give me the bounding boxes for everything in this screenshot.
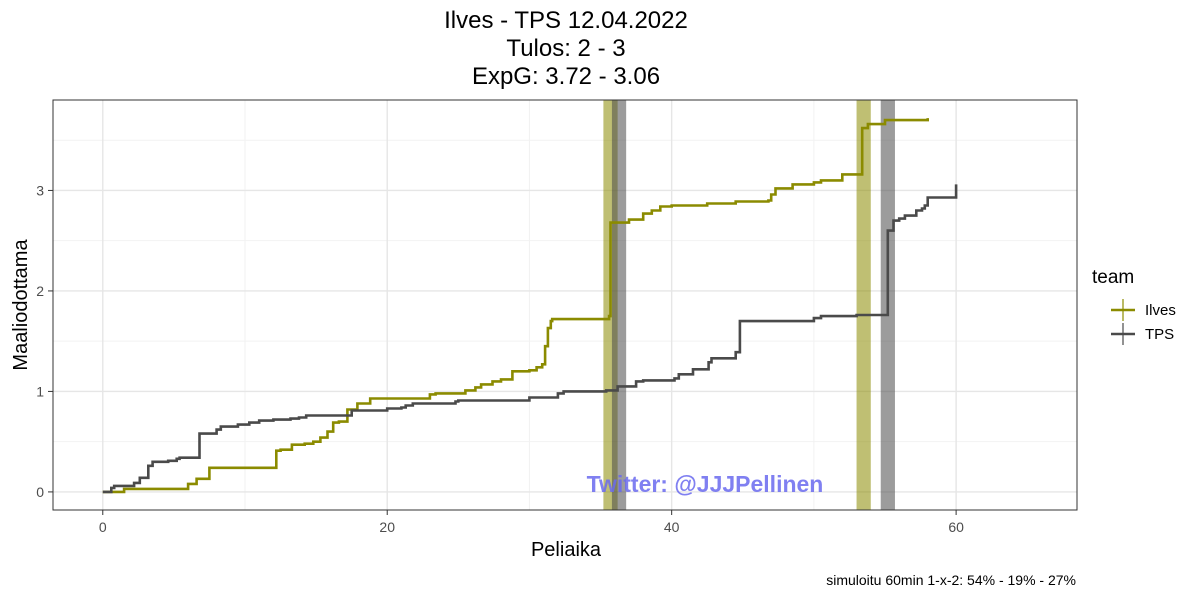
- legend-label-ilves: Ilves: [1145, 302, 1176, 319]
- series-lines: [102, 118, 958, 494]
- grid-minor: [53, 100, 1077, 510]
- y-tick-label: 0: [36, 484, 44, 500]
- watermark: Twitter: @JJJPellinen: [587, 471, 824, 497]
- x-tick-label: 60: [948, 519, 964, 535]
- goal-band-ilves: [856, 100, 871, 510]
- chart-title-line-3: ExpG: 3.72 - 3.06: [472, 63, 660, 90]
- goal-band-tps: [611, 100, 627, 510]
- legend-label-tps: TPS: [1145, 326, 1174, 343]
- x-tick-label: 0: [99, 519, 107, 535]
- legend-title: team: [1092, 267, 1134, 288]
- y-tick-label: 1: [36, 383, 44, 399]
- x-axis-ticks: 0 20 40 60: [99, 510, 964, 535]
- y-axis-ticks: 0 1 2 3: [36, 182, 53, 500]
- caption: simuloitu 60min 1-x-2: 54% - 19% - 27%: [826, 572, 1076, 588]
- y-tick-label: 2: [36, 283, 44, 299]
- y-tick-label: 3: [36, 182, 44, 198]
- plot-panel-border: [52, 99, 1078, 511]
- chart-title-line-2: Tulos: 2 - 3: [506, 35, 625, 62]
- x-axis-title: Peliaika: [531, 539, 602, 561]
- series-line-tps: [102, 184, 958, 494]
- y-axis-title: Maaliodottama: [10, 239, 32, 371]
- goal-bands: [603, 100, 895, 510]
- series-line-ilves: [102, 118, 929, 494]
- x-tick-label: 40: [664, 519, 680, 535]
- legend: Ilves TPS: [1111, 299, 1176, 345]
- grid-major: [53, 100, 1077, 510]
- x-tick-label: 20: [379, 519, 395, 535]
- chart-title-line-1: Ilves - TPS 12.04.2022: [444, 7, 688, 34]
